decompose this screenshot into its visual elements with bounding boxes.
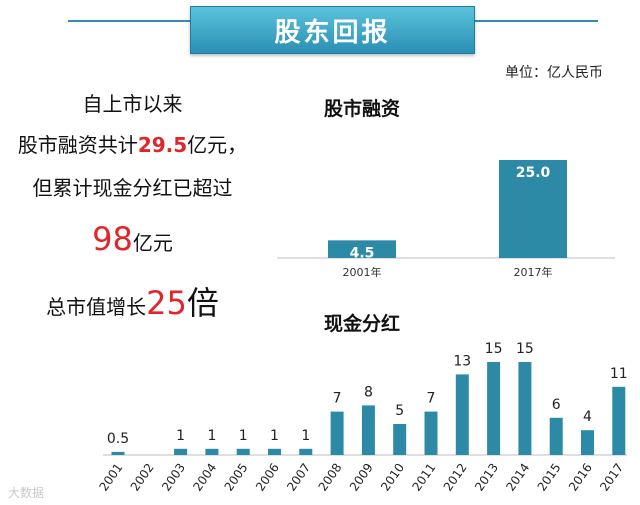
dividend-bar — [612, 386, 626, 455]
dividend-x-tick-label: 2001 — [96, 461, 125, 494]
dividend-bar — [205, 448, 219, 455]
market-cap-growth-value: 25 — [146, 284, 187, 322]
summary-line-5-suffix: 倍 — [186, 284, 219, 322]
dividend-x-tick-label: 2011 — [409, 461, 438, 494]
summary-line-4: 98亿元 — [0, 220, 265, 258]
financing-total-value: 29.5 — [137, 133, 188, 157]
summary-line-5: 总市值增长25倍 — [0, 278, 265, 324]
dividend-x-tick-label: 2005 — [222, 461, 251, 494]
dividend-bar-label: 13 — [453, 353, 471, 369]
financing-x-tick-label: 2001年 — [343, 265, 382, 279]
watermark: 大数据 — [8, 486, 45, 500]
dividend-bar — [361, 405, 375, 455]
dividend-bar-label: 6 — [552, 397, 561, 413]
unit-label: 单位：亿人民币 — [505, 65, 603, 81]
dividend-x-tick-label: 2014 — [503, 461, 532, 494]
summary-line-2-suffix: 亿元， — [187, 133, 248, 157]
dividend-bar-label: 5 — [395, 403, 404, 419]
dividend-bar — [268, 448, 281, 455]
summary-line-4-suffix: 亿元 — [132, 231, 173, 255]
dividend-x-tick-label: 2013 — [472, 461, 501, 494]
dividend-x-tick-label: 2016 — [566, 461, 595, 494]
dividend-bar-label: 8 — [364, 384, 373, 400]
dividend-bar — [236, 448, 250, 455]
financing-bar-label: 4.5 — [350, 245, 375, 261]
financing-bar-label: 25.0 — [516, 165, 551, 181]
financing-x-tick-label: 2017年 — [514, 265, 553, 279]
dividend-x-tick-label: 2006 — [253, 461, 282, 494]
dividend-chart-title: 现金分红 — [324, 312, 400, 335]
dividend-bar-label: 11 — [610, 366, 628, 382]
dividend-bar — [424, 411, 438, 455]
dividend-bar-label: 4 — [583, 409, 592, 425]
dividend-bar — [581, 430, 594, 455]
summary-line-2-prefix: 股市融资共计 — [17, 133, 138, 157]
financing-bar — [328, 240, 396, 258]
dividend-bar-label: 1 — [176, 428, 185, 444]
summary-line-2: 股市融资共计29.5亿元， — [0, 129, 265, 158]
dividend-x-tick-label: 2002 — [128, 461, 157, 494]
dividend-x-tick-label: 2004 — [190, 461, 219, 494]
dividend-x-tick-label: 2010 — [378, 461, 407, 494]
dividend-x-tick-label: 2007 — [284, 461, 313, 494]
dividend-x-tick-label: 2017 — [597, 461, 626, 494]
financing-chart-title: 股市融资 — [324, 97, 400, 120]
dividend-bar-label: 1 — [301, 428, 310, 444]
dividend-bar — [518, 362, 532, 455]
dividend-x-tick-label: 2009 — [347, 461, 376, 494]
dividend-x-tick-label: 2003 — [159, 461, 188, 494]
dividend-bar — [393, 424, 407, 455]
dividend-bar-label: 15 — [516, 341, 534, 357]
dividend-bar — [549, 417, 563, 455]
dividend-bar-label: 7 — [333, 391, 342, 407]
financing-bar — [499, 160, 567, 258]
dividend-bar-label: 15 — [485, 341, 503, 357]
page-title: 股东回报 — [190, 6, 475, 54]
dividend-total-value: 98 — [92, 220, 133, 258]
dividend-bar — [299, 448, 313, 455]
dividend-x-tick-label: 2008 — [316, 461, 345, 494]
dividend-bar-label: 7 — [427, 391, 436, 407]
dividend-bar — [174, 448, 188, 455]
summary-line-5-prefix: 总市值增长 — [46, 295, 147, 319]
dividend-bar — [111, 451, 125, 455]
summary-line-3: 但累计现金分红已超过 — [32, 176, 233, 200]
title-rule-left — [68, 20, 190, 22]
dividend-bar-label: 1 — [270, 428, 279, 444]
dividend-x-tick-label: 2015 — [535, 461, 564, 494]
dividend-bar — [330, 411, 344, 455]
dividend-bar — [487, 362, 501, 455]
title-rule-right — [473, 20, 598, 22]
dividend-bar-label: 0.5 — [107, 431, 129, 447]
dividend-bar-label: 1 — [207, 428, 216, 444]
dividend-x-tick-label: 2012 — [441, 461, 470, 494]
summary-line-1: 自上市以来 — [82, 92, 183, 116]
dividend-bar-label: 1 — [239, 428, 248, 444]
dividend-bar — [455, 374, 469, 455]
